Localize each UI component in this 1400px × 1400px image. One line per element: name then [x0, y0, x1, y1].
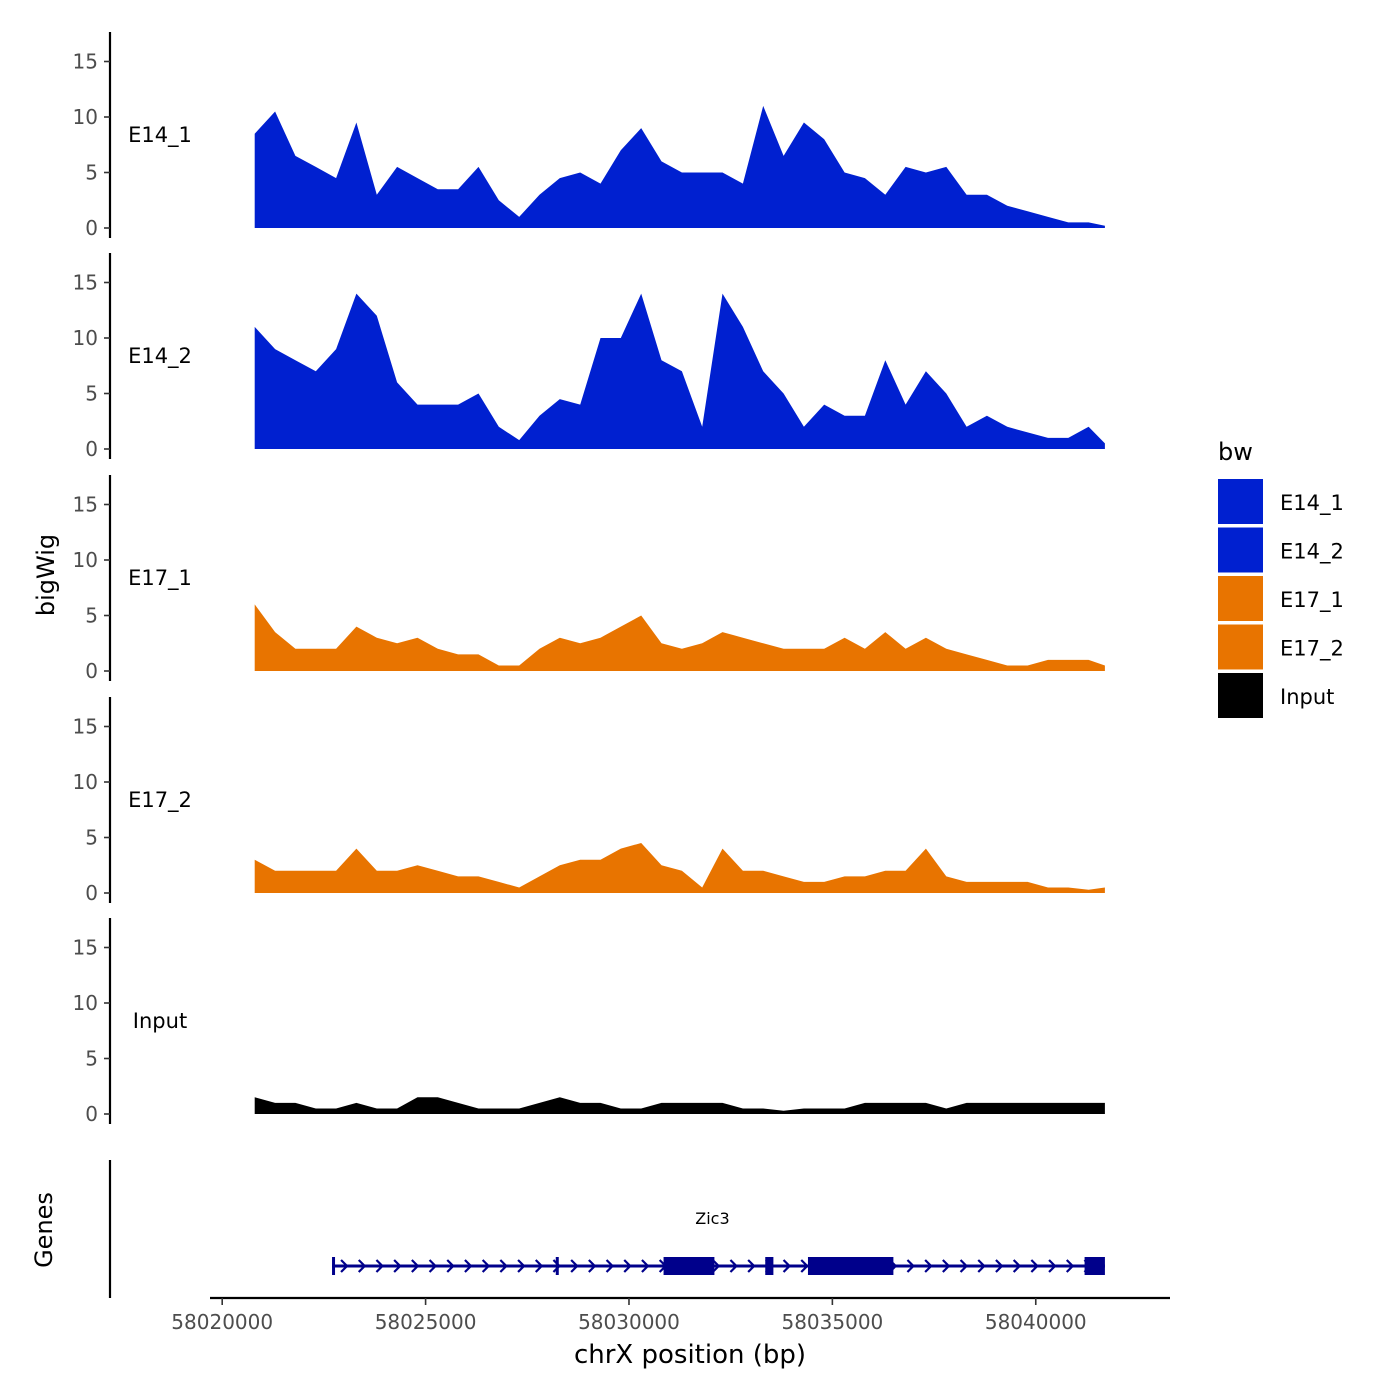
series-area-e14_1: [254, 105, 1105, 228]
y-axis-title: bigWig: [32, 534, 60, 616]
y-tick-label: 5: [85, 826, 98, 850]
track-label-e14_1: E14_1: [128, 123, 192, 148]
series-area-e17_2: [254, 843, 1105, 893]
legend-swatch-e17_1: [1218, 576, 1263, 621]
y-tick-label: 10: [73, 326, 98, 350]
strand-arrow: [977, 1259, 986, 1273]
y-tick-label: 15: [73, 936, 98, 960]
strand-arrow: [995, 1259, 1004, 1273]
y-tick-label: 5: [85, 604, 98, 628]
strand-arrow: [357, 1259, 367, 1273]
strand-arrow: [1030, 1259, 1039, 1273]
strand-arrow: [534, 1259, 544, 1273]
strand-arrow: [747, 1259, 756, 1273]
track-panel-input: 0 5 10 15 Input: [73, 918, 1105, 1126]
y-tick-label: 10: [73, 770, 98, 794]
strand-arrow: [411, 1259, 420, 1273]
y-tick-label: 0: [85, 659, 98, 683]
strand-arrow: [1012, 1259, 1022, 1273]
track-label-e17_1: E17_1: [128, 566, 192, 591]
strand-arrow: [588, 1259, 597, 1273]
strand-arrow: [800, 1259, 809, 1273]
x-tick-label: 58040000: [985, 1310, 1087, 1334]
track-panel-e17_1: 0 5 10 15 E17_1: [73, 475, 1105, 683]
strand-arrow: [464, 1259, 473, 1273]
gene-label: Zic3: [695, 1209, 729, 1228]
y-tick-label: 10: [73, 548, 98, 572]
strand-arrow: [570, 1259, 579, 1273]
strand-arrow: [729, 1259, 738, 1273]
gene-exon: [332, 1257, 336, 1275]
x-tick-label: 58030000: [578, 1310, 680, 1334]
y-tick-label: 5: [85, 161, 98, 185]
strand-arrow: [340, 1259, 349, 1273]
track-label-input: Input: [133, 1009, 187, 1033]
gene-exon: [555, 1257, 559, 1275]
strand-arrow: [782, 1259, 792, 1273]
strand-arrow: [517, 1259, 526, 1273]
legend-label-e14_2: E14_2: [1280, 540, 1344, 565]
track-label-e17_2: E17_2: [128, 788, 192, 813]
strand-arrow: [924, 1259, 933, 1273]
gene-track: Zic3: [108, 1160, 1105, 1298]
strand-arrow: [428, 1259, 438, 1273]
y-tick-label: 15: [73, 50, 98, 74]
strand-arrow: [623, 1259, 632, 1273]
track-label-e14_2: E14_2: [128, 344, 192, 369]
legend-label-e14_1: E14_1: [1280, 491, 1344, 516]
strand-arrow: [552, 1259, 561, 1273]
x-tick-label: 58020000: [171, 1310, 273, 1334]
legend-title: bw: [1218, 438, 1253, 466]
legend-swatch-e17_2: [1218, 624, 1263, 670]
strand-arrow: [446, 1259, 455, 1273]
legend-swatch-e14_1: [1218, 479, 1263, 524]
y-tick-label: 0: [85, 216, 98, 240]
strand-arrow: [393, 1259, 402, 1273]
series-area-e14_2: [254, 293, 1105, 449]
y-tick-label: 0: [85, 1102, 98, 1126]
y-tick-label: 15: [73, 493, 98, 517]
strand-arrow: [499, 1259, 508, 1273]
series-area-e17_1: [254, 604, 1105, 671]
strand-arrow: [481, 1259, 491, 1273]
legend-swatch-e14_2: [1218, 527, 1263, 573]
track-panel-e14_1: 0 5 10 15 E14_1: [73, 32, 1105, 240]
gene-exon: [765, 1257, 774, 1275]
y-tick-label: 5: [85, 1047, 98, 1071]
strand-arrow: [906, 1259, 915, 1273]
y-tick-label: 0: [85, 437, 98, 461]
y-tick-label: 0: [85, 881, 98, 905]
x-tick-label: 58025000: [375, 1310, 477, 1334]
track-panel-e14_2: 0 5 10 15 E14_2: [73, 253, 1105, 461]
gene-exon: [1084, 1257, 1105, 1275]
y-tick-label: 10: [73, 991, 98, 1015]
strand-arrow: [1065, 1259, 1075, 1273]
strand-arrow: [605, 1259, 615, 1273]
y-tick-label: 15: [73, 715, 98, 739]
legend-label-input: Input: [1280, 685, 1334, 709]
legend: bw E14_1 E14_2 E17_1 E17_2 Input: [1218, 438, 1344, 718]
legend-label-e17_2: E17_2: [1280, 637, 1344, 662]
legend-label-e17_1: E17_1: [1280, 588, 1344, 613]
track-panel-e17_2: 0 5 10 15 E17_2: [73, 697, 1105, 905]
strand-arrow: [959, 1259, 969, 1273]
track-panels: 0 5 10 15 E14_1 0 5 10 15 E14_2 0 5 10 15 E17_1 0 5 10 15 E…: [73, 32, 1105, 1126]
series-area-input: [254, 1097, 1105, 1114]
x-tick-label: 58035000: [781, 1310, 883, 1334]
x-axis: 58020000 58025000 58030000 58035000 58040000: [171, 1296, 1170, 1334]
x-axis-title: chrX position (bp): [574, 1340, 806, 1370]
y-tick-label: 15: [73, 271, 98, 295]
strand-arrow: [1048, 1259, 1057, 1273]
strand-arrow: [641, 1259, 650, 1273]
y-tick-label: 10: [73, 105, 98, 129]
strand-arrow: [711, 1259, 721, 1273]
gene-exon: [807, 1257, 894, 1275]
y-tick-label: 5: [85, 382, 98, 406]
strand-arrow: [942, 1259, 951, 1273]
strand-arrow: [375, 1259, 384, 1273]
gene-exon: [663, 1257, 715, 1275]
genes-axis-title: Genes: [30, 1192, 58, 1268]
legend-swatch-input: [1218, 673, 1263, 718]
